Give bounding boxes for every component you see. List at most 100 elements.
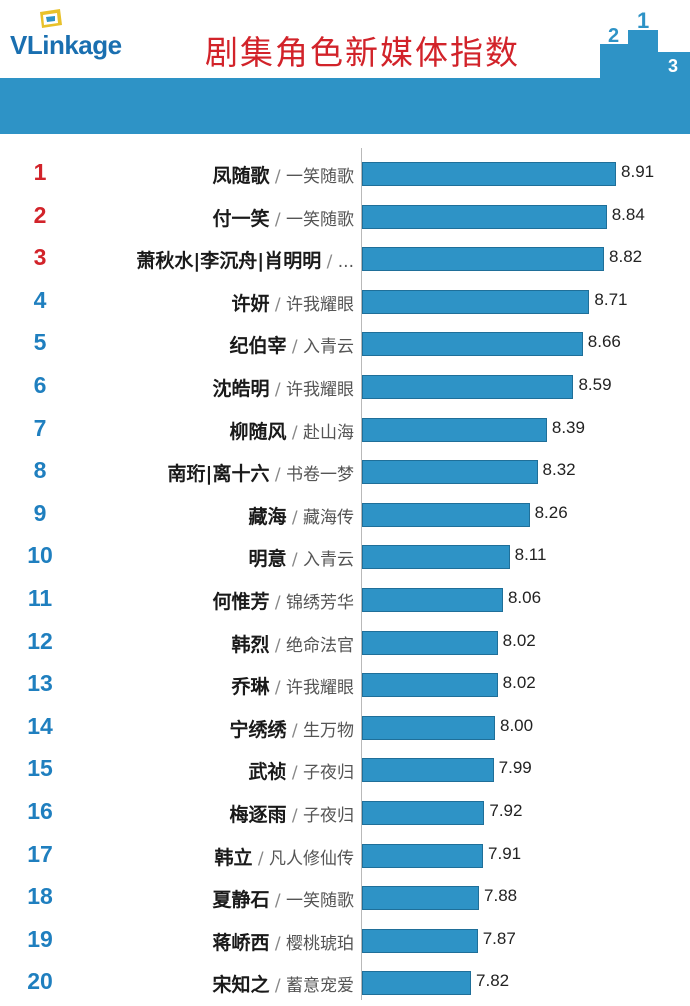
label-separator: / xyxy=(286,507,303,528)
rank-number: 2 xyxy=(33,201,47,228)
label-separator: / xyxy=(269,933,286,954)
show-name: 藏海传 xyxy=(303,507,354,528)
data-label: 7.92 xyxy=(489,801,523,820)
chart-row: 10 明意 / 入青云 8.11 xyxy=(0,536,690,578)
chart-row: 1 凤随歌 / 一笑随歌 8.91 xyxy=(0,153,690,195)
show-name: 一笑随歌 xyxy=(286,891,354,912)
rank-number: 16 xyxy=(27,798,53,824)
rank-number: 20 xyxy=(27,968,53,995)
rank-number: 1 xyxy=(33,159,47,185)
label-separator: / xyxy=(269,593,286,613)
chart-row: 18 夏静石 / 一笑随歌 7.88 xyxy=(0,877,690,919)
rank-number: 17 xyxy=(27,840,53,867)
show-name: 子夜归 xyxy=(303,763,354,784)
label-separator: / xyxy=(269,465,286,486)
data-bar xyxy=(362,460,538,485)
podium-label-2: 2 xyxy=(608,25,619,47)
data-bar xyxy=(362,289,590,314)
bar-label: 夏静石 / 一笑随歌 xyxy=(212,885,354,912)
header: VLinkage 剧集角色新媒体指数 2 1 3 xyxy=(0,0,690,80)
rank-number: 15 xyxy=(27,755,53,782)
character-name: 夏静石 xyxy=(212,889,270,912)
data-label: 8.32 xyxy=(542,460,576,480)
show-name: 赴山海 xyxy=(303,422,354,443)
chart-row: 12 韩烈 / 绝命法官 8.02 xyxy=(0,622,690,664)
data-label: 7.87 xyxy=(482,928,516,948)
logo-text: VLinkage xyxy=(10,30,122,61)
label-separator: / xyxy=(269,209,286,230)
chart-row: 16 梅逐雨 / 子夜归 7.92 xyxy=(0,792,690,834)
label-separator: / xyxy=(286,806,303,826)
show-name: 入青云 xyxy=(303,337,354,358)
logo-mark-icon xyxy=(40,9,62,28)
data-bar xyxy=(362,928,478,953)
rank-number: 13 xyxy=(27,670,53,697)
page-title: 剧集角色新媒体指数 xyxy=(205,33,520,72)
data-bar xyxy=(362,375,574,399)
label-separator: / xyxy=(269,167,286,187)
label-separator: / xyxy=(269,635,286,656)
rank-number: 5 xyxy=(33,329,47,356)
label-separator: / xyxy=(286,337,303,358)
label-separator: / xyxy=(286,763,303,784)
bar-label: 柳随风 / 赴山海 xyxy=(229,417,354,444)
character-name: 韩烈 xyxy=(231,633,270,656)
character-name: 许妍 xyxy=(231,292,270,315)
data-bar xyxy=(362,801,485,825)
chart-row: 3 萧秋水|李沉舟|肖明明 / ... 8.82 xyxy=(0,238,690,280)
data-bar xyxy=(362,843,484,868)
data-bar xyxy=(362,588,503,612)
data-bar xyxy=(362,417,547,442)
data-bar xyxy=(362,332,583,357)
show-name: 许我耀眼 xyxy=(286,678,354,699)
rank-number: 7 xyxy=(33,414,47,441)
bar-label: 明意 / 入青云 xyxy=(248,544,354,571)
show-name: 蓄意宠爱 xyxy=(286,976,354,997)
bar-label: 宋知之 / 蓄意宠爱 xyxy=(212,970,354,997)
bar-label: 凤随歌 / 一笑随歌 xyxy=(212,161,354,188)
podium-icon: 2 1 3 xyxy=(600,10,690,78)
character-name: 藏海 xyxy=(248,505,287,528)
chart-row: 6 沈皓明 / 许我耀眼 8.59 xyxy=(0,366,690,408)
show-name: 入青云 xyxy=(303,550,354,571)
rank-number: 6 xyxy=(33,372,47,398)
bar-label: 韩立 / 凡人修仙传 xyxy=(214,843,354,870)
rank-number: 14 xyxy=(27,712,53,739)
character-name: 何惟芳 xyxy=(212,591,270,613)
character-name: 萧秋水|李沉舟|肖明明 xyxy=(136,250,322,273)
rank-number: 3 xyxy=(33,244,47,271)
rank-number: 10 xyxy=(27,542,53,569)
data-bar xyxy=(362,715,495,740)
character-name: 付一笑 xyxy=(212,207,270,230)
data-bar xyxy=(362,971,472,996)
bar-label: 宁绣绣 / 生万物 xyxy=(229,715,354,742)
show-name: 一笑随歌 xyxy=(286,167,354,187)
rank-number: 11 xyxy=(27,585,53,611)
character-name: 南珩|离十六 xyxy=(167,463,270,486)
chart-row: 14 宁绣绣 / 生万物 8.00 xyxy=(0,707,690,749)
rank-number: 19 xyxy=(27,925,53,952)
show-name: ... xyxy=(337,252,354,273)
bar-label: 武祯 / 子夜归 xyxy=(248,757,354,784)
rank-number: 4 xyxy=(33,286,47,313)
character-name: 凤随歌 xyxy=(212,165,270,187)
label-separator: / xyxy=(286,422,303,443)
podium-label-3: 3 xyxy=(668,56,678,76)
character-name: 武祯 xyxy=(248,761,287,784)
bar-label: 付一笑 / 一笑随歌 xyxy=(212,204,354,231)
bar-label: 许妍 / 许我耀眼 xyxy=(231,289,354,316)
character-name: 宋知之 xyxy=(212,974,270,997)
podium-label-1: 1 xyxy=(637,10,649,33)
data-bar xyxy=(362,247,605,272)
data-bar xyxy=(362,545,510,570)
chart-row: 11 何惟芳 / 锦绣芳华 8.06 xyxy=(0,579,690,621)
show-name: 许我耀眼 xyxy=(286,380,354,400)
character-name: 蒋峤西 xyxy=(212,931,270,954)
show-name: 子夜归 xyxy=(303,806,354,826)
chart-row: 9 藏海 / 藏海传 8.26 xyxy=(0,494,690,536)
rank-number: 9 xyxy=(33,499,47,526)
chart-row: 8 南珩|离十六 / 书卷一梦 8.32 xyxy=(0,451,690,493)
show-name: 生万物 xyxy=(303,720,354,741)
data-bar xyxy=(362,673,498,698)
label-separator: / xyxy=(269,380,286,400)
